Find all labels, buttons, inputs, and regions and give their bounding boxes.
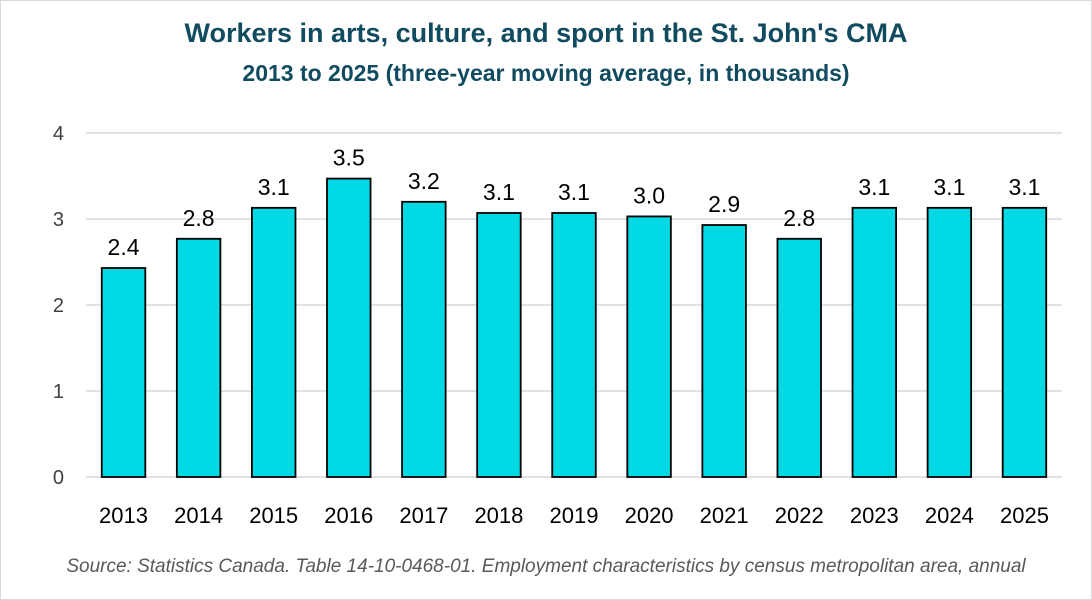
data-label: 3.1 xyxy=(858,174,890,200)
x-tick-label: 2014 xyxy=(174,503,223,528)
data-label: 3.0 xyxy=(633,182,665,208)
x-tick-label: 2024 xyxy=(925,503,974,528)
bar xyxy=(851,206,897,478)
bar xyxy=(776,237,822,478)
data-label: 3.1 xyxy=(483,179,515,205)
data-label: 2.8 xyxy=(783,205,815,231)
bar xyxy=(476,212,522,478)
chart-subtitle: 2013 to 2025 (three-year moving average,… xyxy=(242,60,850,86)
bar xyxy=(626,215,672,478)
bar xyxy=(175,237,222,478)
bar xyxy=(926,206,973,478)
data-label: 2.8 xyxy=(183,205,215,231)
bar xyxy=(251,206,297,478)
data-label: 3.1 xyxy=(558,179,590,205)
x-tick-label: 2013 xyxy=(99,503,148,528)
data-label: 3.2 xyxy=(408,168,440,194)
data-label: 3.1 xyxy=(258,174,290,200)
bar xyxy=(401,200,447,478)
data-label: 3.5 xyxy=(333,145,365,171)
bar xyxy=(701,224,747,478)
x-tick-label: 2016 xyxy=(324,503,373,528)
y-tick-label: 1 xyxy=(53,381,64,403)
data-label: 2.4 xyxy=(108,234,140,260)
data-label: 2.9 xyxy=(708,191,740,217)
data-label: 3.1 xyxy=(933,174,965,200)
bar xyxy=(326,177,372,478)
bar xyxy=(1001,206,1048,478)
bar xyxy=(551,212,597,478)
data-label: 3.1 xyxy=(1008,174,1040,200)
y-tick-label: 2 xyxy=(53,295,64,317)
x-tick-label: 2018 xyxy=(474,503,523,528)
bar xyxy=(100,267,147,478)
chart-title: Workers in arts, culture, and sport in t… xyxy=(184,18,908,48)
y-tick-label: 3 xyxy=(53,209,64,231)
x-tick-label: 2019 xyxy=(550,503,599,528)
x-tick-label: 2017 xyxy=(399,503,448,528)
x-tick-label: 2021 xyxy=(700,503,749,528)
x-tick-label: 2020 xyxy=(625,503,674,528)
x-tick-label: 2015 xyxy=(249,503,298,528)
x-tick-label: 2022 xyxy=(775,503,824,528)
y-tick-label: 4 xyxy=(53,123,64,145)
y-tick-label: 0 xyxy=(53,467,64,489)
x-tick-label: 2023 xyxy=(850,503,899,528)
x-tick-label: 2025 xyxy=(1000,503,1049,528)
source-note: Source: Statistics Canada. Table 14-10-0… xyxy=(66,556,1026,577)
